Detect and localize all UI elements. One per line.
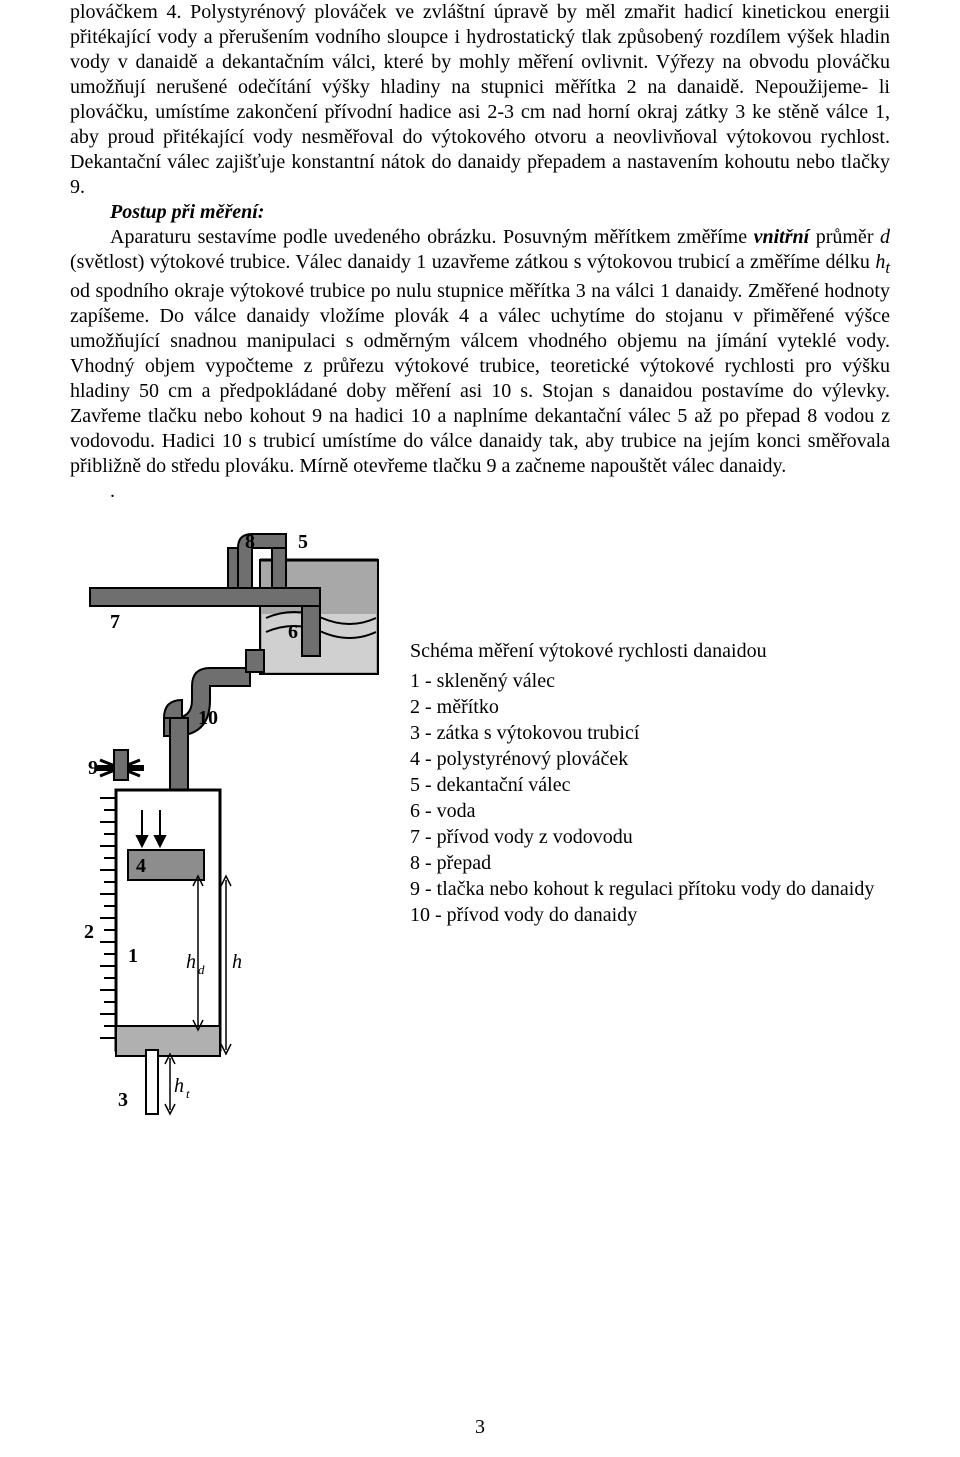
scale-ticks <box>100 798 116 1038</box>
supply-horiz <box>90 588 320 606</box>
lbl-ht: h <box>174 1075 184 1097</box>
legend: Schéma měření výtokové rychlosti danaido… <box>390 518 890 928</box>
page: plováčkem 4. Polystyrénový plováček ve z… <box>0 0 960 1457</box>
dot: . <box>110 480 115 502</box>
dim-h <box>221 876 231 1054</box>
outlet-tube <box>146 1050 158 1114</box>
lone-dot: . <box>70 479 890 504</box>
legend-item-8: 8 - přepad <box>410 850 890 876</box>
lbl-10: 10 <box>198 707 218 729</box>
page-number: 3 <box>0 1416 960 1439</box>
lbl-h: h <box>232 951 242 973</box>
legend-item-2: 2 - měřítko <box>410 694 890 720</box>
legend-item-5: 5 - dekantační válec <box>410 772 890 798</box>
apparatus-svg: 8 5 7 6 10 9 4 2 1 3 h h d h t <box>70 518 390 1138</box>
legend-item-3: 3 - zátka s výtokovou trubicí <box>410 720 890 746</box>
p2-run4: od spodního okraje výtokové trubice po n… <box>70 280 890 477</box>
lower-row: 8 5 7 6 10 9 4 2 1 3 h h d h t Schéma mě… <box>70 518 890 1143</box>
p2-run2: průměr <box>809 226 880 248</box>
p2-ht-sub: t <box>885 258 890 277</box>
lbl-9: 9 <box>88 757 98 779</box>
legend-item-9: 9 - tlačka nebo kohout k regulaci přítok… <box>410 876 890 902</box>
p2-d: d <box>880 226 890 248</box>
lbl-7: 7 <box>110 611 120 633</box>
lbl-3: 3 <box>118 1089 128 1111</box>
p2-run1: Aparaturu sestavíme podle uvedeného obrá… <box>110 226 754 248</box>
legend-item-6: 6 - voda <box>410 798 890 824</box>
lbl-hd: h <box>186 951 196 973</box>
lbl-5: 5 <box>298 531 308 553</box>
legend-title: Schéma měření výtokové rychlosti danaido… <box>410 638 890 664</box>
legend-item-1: 1 - skleněný válec <box>410 668 890 694</box>
lbl-8: 8 <box>245 531 255 553</box>
legend-item-10: 10 - přívod vody do danaidy <box>410 902 890 928</box>
paragraph-2: Aparaturu sestavíme podle uvedeného obrá… <box>70 225 890 479</box>
overflow-horiz <box>252 534 286 548</box>
p2-vnitrni: vnitřní <box>754 226 810 248</box>
p2-run3: (světlost) výtokové trubice. Válec danai… <box>70 251 875 273</box>
hose-10-tankexit <box>246 650 264 672</box>
legend-item-7: 7 - přívod vody z vodovodu <box>410 824 890 850</box>
postup-label: Postup při měření: <box>110 201 264 223</box>
lbl-2: 2 <box>84 921 94 943</box>
supply-drop <box>302 606 320 656</box>
p1-text: plováčkem 4. Polystyrénový plováček ve z… <box>70 1 890 198</box>
glass-cylinder <box>116 790 220 1050</box>
lbl-6: 6 <box>288 621 298 643</box>
lbl-1: 1 <box>128 945 138 967</box>
paragraph-1: plováčkem 4. Polystyrénový plováček ve z… <box>70 0 890 200</box>
lbl-ht-sub: t <box>186 1086 190 1101</box>
hose-10-bend2 <box>164 700 182 718</box>
stopper <box>116 1026 220 1056</box>
lbl-hd-sub: d <box>198 962 205 977</box>
lbl-4: 4 <box>136 855 146 877</box>
paragraph-postup: Postup při měření: <box>70 200 890 225</box>
diagram: 8 5 7 6 10 9 4 2 1 3 h h d h t <box>70 518 390 1143</box>
p2-ht: h <box>875 251 885 273</box>
legend-item-4: 4 - polystyrénový plováček <box>410 746 890 772</box>
hose-at-clamp <box>114 750 128 780</box>
